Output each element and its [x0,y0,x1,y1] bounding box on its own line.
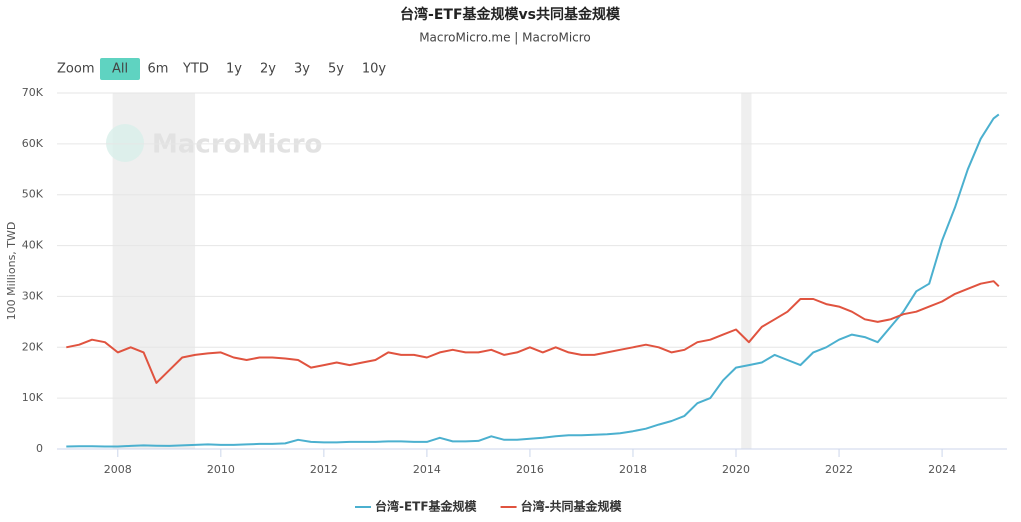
x-tick-label: 2020 [722,463,750,476]
chart-title: 台湾-ETF基金规模vs共同基金规模 [400,6,621,23]
x-tick-label: 2012 [310,463,338,476]
x-tick-label: 2016 [516,463,544,476]
x-tick-label: 2024 [928,463,956,476]
zoom-button[interactable]: All [112,62,128,77]
y-tick-label: 70K [22,86,44,99]
y-axis-label: 100 Millions, TWD [5,222,18,321]
y-tick-label: 10K [22,391,44,404]
zoom-button[interactable]: 6m [148,62,169,77]
x-tick-label: 2008 [104,463,132,476]
zoom-label: Zoom [57,62,94,77]
zoom-button[interactable]: 3y [294,62,310,77]
zoom-button[interactable]: 5y [328,62,344,77]
legend-label[interactable]: 台湾-共同基金规模 [521,499,623,514]
chart-subtitle: MacroMicro.me | MacroMicro [419,31,591,45]
series-line [66,113,1000,448]
x-tick-label: 2018 [619,463,647,476]
y-tick-label: 50K [22,188,44,201]
zoom-button[interactable]: YTD [182,62,209,77]
watermark-icon [106,124,144,162]
y-tick-label: 60K [22,137,44,150]
y-tick-label: 20K [22,340,44,353]
zoom-button[interactable]: 10y [362,62,387,77]
watermark: MacroMicro [152,130,322,160]
y-tick-label: 30K [22,289,44,302]
x-tick-label: 2014 [413,463,441,476]
x-tick-label: 2022 [825,463,853,476]
zoom-button-bg[interactable] [100,58,140,80]
y-tick-label: 40K [22,239,44,252]
y-tick-label: 0 [36,442,43,455]
x-tick-label: 2010 [207,463,235,476]
series-line [66,280,1000,384]
shaded-range [741,93,752,449]
zoom-button[interactable]: 1y [226,62,242,77]
zoom-button[interactable]: 2y [260,62,276,77]
legend-label[interactable]: 台湾-ETF基金规模 [375,499,478,514]
